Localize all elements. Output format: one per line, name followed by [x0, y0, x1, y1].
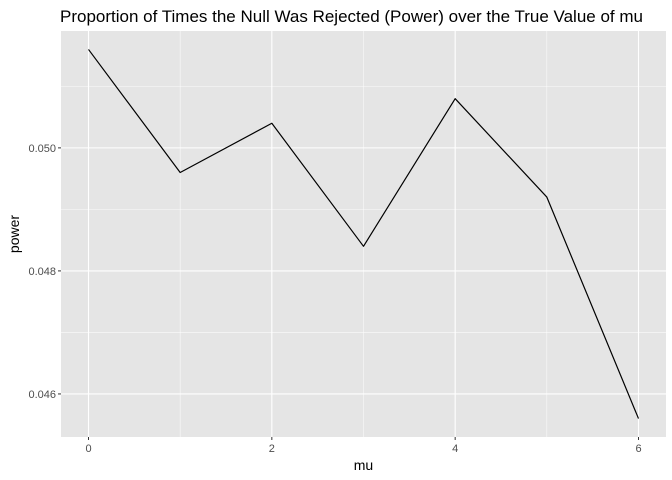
series-group	[88, 49, 640, 419]
y-tick-label: 0.048	[28, 266, 56, 278]
x-tick-label: 2	[269, 443, 275, 455]
series-line	[88, 49, 640, 419]
y-axis-title: power	[6, 215, 22, 253]
x-tick-label: 0	[85, 443, 91, 455]
y-tick-label: 0.050	[28, 143, 56, 155]
chart-title: Proportion of Times the Null Was Rejecte…	[60, 7, 643, 26]
x-axis-title: mu	[354, 457, 373, 473]
x-axis-ticks: 0 2 4 6	[85, 437, 642, 455]
y-axis-ticks: 0.046 0.048 0.050	[28, 143, 61, 401]
minor-gridlines	[61, 31, 666, 437]
x-tick-label: 6	[635, 443, 641, 455]
x-tick-label: 4	[452, 443, 458, 455]
y-tick-label: 0.046	[28, 389, 56, 401]
